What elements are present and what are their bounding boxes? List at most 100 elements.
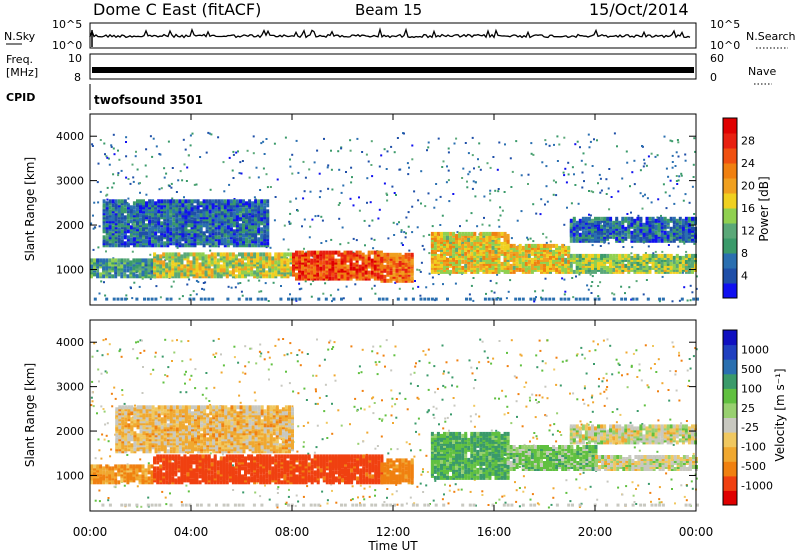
scatter-cell (440, 269, 443, 274)
noise-cell (160, 187, 163, 190)
ground-cell (340, 297, 343, 301)
noise-cell (420, 473, 423, 476)
scatter-cell (235, 241, 239, 246)
scatter-cell (343, 272, 347, 277)
scatter-cell (512, 269, 516, 274)
noise-cell (427, 146, 430, 149)
scatter-cell (213, 252, 217, 257)
scatter-cell (645, 220, 649, 225)
noise-cell (404, 236, 407, 239)
ground-cell (612, 297, 616, 301)
scatter-cell (304, 268, 308, 273)
noise-cell (171, 360, 173, 362)
noise-cell (685, 250, 688, 253)
scatter-cell (250, 266, 254, 271)
noise-cell (427, 192, 430, 195)
scatter-cell (618, 269, 622, 274)
scatter-cell (621, 253, 625, 258)
ground-cell (635, 297, 639, 301)
noise-cell (228, 183, 231, 186)
noise-cell (233, 198, 236, 200)
noise-cell (444, 420, 447, 423)
noise-cell (255, 362, 258, 365)
noise-cell (492, 156, 495, 158)
scatter-cell (196, 199, 200, 204)
noise-cell (317, 214, 320, 217)
noise-cell (413, 371, 416, 374)
noise-cell (92, 214, 94, 217)
scatter-cell (569, 238, 573, 243)
scatter-cell (430, 231, 434, 236)
scatter-cell (108, 262, 112, 267)
scatter-cell (286, 258, 290, 263)
noise-cell (428, 252, 431, 255)
scatter-cell (581, 216, 585, 221)
noise-cell (185, 391, 188, 394)
noise-cell (581, 171, 584, 174)
noise-cell (570, 202, 573, 205)
scatter-cell (242, 233, 245, 238)
noise-cell (181, 295, 184, 298)
scatter-cell (455, 259, 459, 264)
noise-cell (518, 465, 521, 468)
noise-cell (263, 153, 266, 155)
scatter-cell (229, 211, 233, 216)
noise-cell (262, 140, 265, 143)
scatter-cell (160, 199, 164, 204)
scatter-cell (666, 218, 670, 223)
noise-cell (432, 405, 435, 408)
noise-cell (693, 242, 696, 245)
noise-cell (642, 195, 645, 198)
noise-cell (510, 237, 513, 240)
scatter-cell (114, 243, 118, 248)
scatter-cell (242, 217, 245, 222)
ground-cell (207, 297, 211, 301)
noise-cell (108, 163, 111, 166)
noise-cell (419, 482, 422, 485)
scatter-cell (171, 260, 175, 265)
scatter-cell (449, 235, 453, 240)
scatter-cell (518, 249, 522, 254)
ytick-label: 3000 (56, 175, 84, 188)
scatter-cell (108, 258, 112, 263)
noise-cell (361, 151, 364, 153)
scatter-cell (455, 255, 459, 260)
scatter-cell (494, 249, 498, 254)
scatter-cell (220, 237, 224, 242)
scatter-cell (202, 237, 206, 242)
scatter-cell (395, 268, 399, 273)
power-colorbar-tick: 24 (741, 157, 755, 170)
scatter-cell (639, 255, 643, 260)
noise-cell (628, 286, 631, 289)
noise-cell (305, 399, 308, 401)
scatter-cell (386, 270, 390, 275)
scatter-cell (286, 262, 290, 267)
noise-cell (400, 242, 403, 245)
scatter-cell (189, 252, 193, 257)
noise-cell (483, 216, 485, 219)
noise-cell (149, 135, 152, 138)
noise-cell (141, 277, 144, 280)
noise-cell (618, 364, 621, 366)
scatter-cell (654, 224, 658, 229)
nsearch-tick-bottom: 10^0 (710, 39, 740, 52)
noise-cell (437, 137, 440, 140)
scatter-cell (627, 228, 631, 233)
scatter-cell (259, 252, 263, 257)
noise-cell (499, 214, 502, 217)
noise-cell (532, 240, 535, 243)
scatter-cell (151, 243, 155, 248)
scatter-cell (482, 231, 486, 236)
scatter-cell (392, 252, 396, 257)
noise-cell (350, 166, 353, 169)
noise-cell (489, 199, 492, 202)
scatter-cell (136, 199, 139, 204)
noise-cell (579, 473, 582, 476)
nsky-tick-top: 10^5 (52, 18, 82, 31)
scatter-cell (247, 252, 251, 257)
noise-cell (520, 210, 523, 213)
noise-cell (291, 172, 294, 175)
noise-cell (378, 360, 381, 363)
noise-cell (493, 291, 496, 294)
scatter-cell (533, 261, 537, 266)
